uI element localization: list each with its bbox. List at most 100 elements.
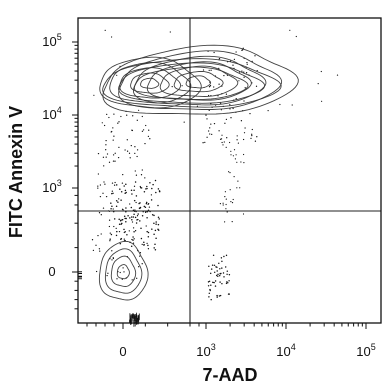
event-dot	[122, 267, 124, 269]
event-dot	[267, 110, 269, 112]
event-dot	[115, 234, 118, 237]
event-dot	[249, 112, 251, 115]
event-dot	[220, 109, 222, 111]
event-dot	[236, 135, 238, 137]
x-axis-rug-event	[136, 317, 138, 325]
event-dot	[103, 165, 105, 167]
event-dot	[213, 122, 216, 125]
event-dot	[210, 123, 212, 125]
event-dot	[213, 264, 216, 267]
event-dot	[111, 192, 113, 195]
event-dot	[217, 275, 219, 278]
event-dot	[109, 238, 111, 240]
event-dot	[130, 144, 132, 147]
event-dot	[246, 61, 248, 64]
event-dot	[121, 182, 124, 184]
connecting-population-contour	[102, 58, 282, 108]
event-dot	[196, 105, 198, 107]
event-dot	[148, 129, 150, 131]
event-dot	[113, 218, 116, 220]
event-dot	[295, 35, 297, 38]
x-axis-rug-event	[136, 314, 138, 319]
event-dot	[134, 146, 136, 148]
event-dot	[141, 130, 144, 132]
event-dot	[112, 208, 114, 210]
x-axis-rug-event	[129, 319, 130, 324]
event-dot	[206, 136, 208, 138]
event-dot	[125, 191, 127, 194]
event-dot	[115, 227, 117, 230]
event-dot	[121, 219, 124, 221]
event-dot	[140, 187, 143, 189]
event-dot	[151, 214, 154, 216]
event-dot	[150, 199, 153, 201]
event-dot	[132, 236, 134, 238]
event-dot	[232, 107, 234, 110]
event-dot	[134, 181, 137, 183]
y-tick-base: 10	[42, 34, 56, 49]
x-tick-label: 104	[276, 342, 295, 359]
event-dot	[123, 215, 126, 217]
event-dot	[112, 257, 114, 259]
event-dot	[143, 129, 145, 131]
x-axis-rug-event	[133, 314, 135, 319]
event-dot	[222, 204, 224, 206]
event-dot	[241, 70, 243, 72]
event-dot	[120, 199, 122, 201]
event-dot	[113, 225, 115, 228]
apoptotic-population-contour	[118, 50, 283, 110]
event-dot	[230, 201, 232, 203]
event-dot	[93, 94, 95, 96]
event-dot	[144, 177, 146, 179]
event-dot	[145, 124, 147, 127]
event-dot	[232, 198, 234, 201]
event-dot	[208, 265, 210, 268]
event-dot	[128, 230, 130, 232]
x-axis-rug-event	[130, 315, 132, 322]
event-dot	[243, 71, 245, 73]
event-dot	[153, 233, 155, 235]
event-dot	[147, 244, 149, 247]
event-dot	[135, 222, 138, 224]
event-dot	[129, 157, 131, 159]
event-dot	[125, 207, 127, 209]
event-dot	[117, 201, 119, 203]
event-dot	[242, 138, 245, 141]
event-dot	[254, 55, 256, 57]
event-dot	[157, 204, 159, 207]
event-dot	[104, 183, 106, 185]
event-dot	[225, 93, 228, 95]
event-dot	[232, 155, 234, 157]
event-dot	[219, 281, 221, 283]
event-dot	[209, 133, 211, 135]
event-dot	[131, 129, 134, 132]
event-dot	[109, 240, 111, 242]
event-dot	[126, 234, 128, 236]
event-dot	[102, 156, 105, 158]
event-dot	[114, 181, 116, 184]
event-dot	[119, 220, 122, 222]
event-dot	[225, 254, 228, 257]
viable-population-contour	[110, 255, 137, 287]
event-dot	[123, 228, 125, 231]
event-dot	[139, 255, 141, 257]
event-dot	[135, 174, 138, 176]
event-dot	[208, 292, 211, 295]
event-dot	[243, 162, 245, 164]
event-dot	[240, 120, 243, 122]
y-tick-exponent: 3	[57, 178, 62, 188]
event-dot	[139, 202, 141, 204]
event-dot	[136, 119, 138, 121]
event-dot	[131, 221, 134, 223]
event-dot	[157, 216, 160, 219]
event-dot	[207, 285, 210, 287]
event-dot	[118, 218, 120, 220]
event-dot	[251, 128, 253, 131]
event-dot	[209, 127, 211, 129]
event-dot	[130, 216, 133, 218]
event-dot	[208, 280, 211, 283]
event-dot	[141, 214, 144, 217]
event-dot	[210, 69, 212, 71]
event-dot	[132, 115, 134, 117]
